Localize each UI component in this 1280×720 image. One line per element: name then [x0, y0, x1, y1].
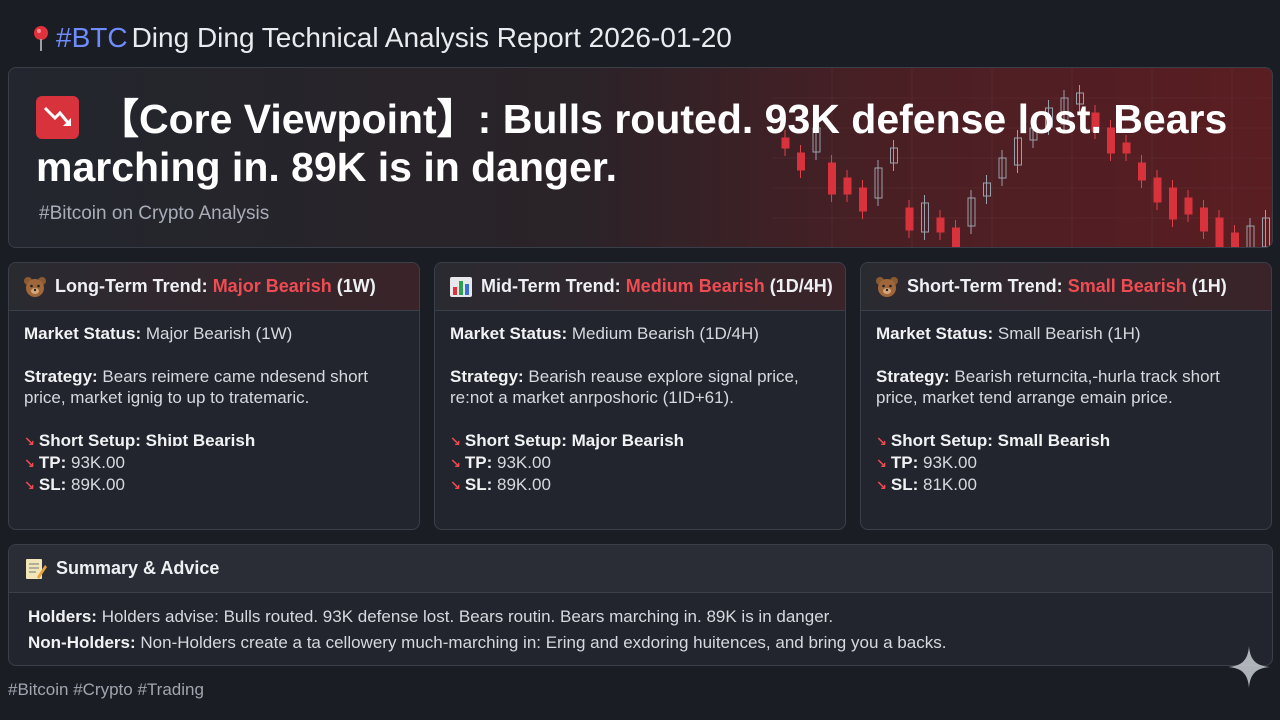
setup-block: ↘ Short Setup: Shiɒt Bearish ↘ TP: 93K.00 … [24, 430, 404, 496]
short-setup: ↘ Short Setup: Small Bearish [876, 431, 1111, 450]
setup-block: ↘ Short Setup: Major Bearish ↘ TP: 93K.00 … [450, 430, 830, 496]
card-title-prefix: Short-Term Trend: [907, 276, 1063, 296]
candle-body [1153, 177, 1162, 203]
candle-body [967, 197, 976, 227]
candle-body [1091, 112, 1100, 132]
card-title-prefix: Mid-Term Trend: [481, 276, 621, 296]
market-status: Market Status: Small Bearish (1H) [876, 324, 1141, 343]
down-right-arrow-icon: ↘ [876, 478, 887, 493]
mid-term-trend-card: Mid-Term Trend: Medium Bearish (1D/4H) M… [434, 262, 846, 530]
core-statement: : Bulls routed. 93K defense lost. Bears … [36, 96, 1228, 190]
candle-body [952, 227, 960, 247]
candle-body [1200, 207, 1208, 232]
core-bracket-close: 】 [436, 96, 478, 142]
market-status: Market Status: Medium Bearish (1D/4H) [450, 324, 759, 343]
take-profit: ↘ TP: 93K.00 [876, 453, 977, 472]
strategy: Strategy: Bearish returncita,-hurla trac… [876, 367, 1220, 407]
chart-decreasing-icon [36, 96, 79, 139]
candle-body [843, 177, 852, 195]
short-setup: ↘ Short Setup: Shiɒt Bearish [24, 431, 256, 450]
down-right-arrow-icon: ↘ [24, 478, 35, 493]
candle-body [1060, 97, 1069, 125]
strategy: Strategy: Bears reimere came ndesend sho… [24, 367, 368, 407]
candle-body [1107, 127, 1115, 154]
candle-body [1246, 225, 1255, 247]
card-header: Mid-Term Trend: Medium Bearish (1D/4H) [435, 263, 845, 311]
holders-advice: Holders: Holders advise: Bulls routed. 9… [28, 607, 834, 626]
candle-body [828, 162, 836, 195]
take-profit: ↘ TP: 93K.00 [450, 453, 551, 472]
candle-body [812, 127, 821, 153]
core-label: Core Viewpoint [139, 96, 437, 142]
footer-hashtags[interactable]: #Bitcoin #Crypto #Trading [8, 680, 204, 699]
down-right-arrow-icon: ↘ [876, 434, 887, 449]
candle-body [1262, 217, 1270, 247]
stop-loss: ↘ SL: 81K.00 [876, 475, 977, 494]
candle-body [1215, 217, 1224, 247]
candle-body [998, 157, 1007, 179]
candle-body [1014, 137, 1022, 166]
down-right-arrow-icon: ↘ [876, 456, 887, 471]
candlestick-background [772, 68, 1272, 247]
core-headline: 【Core Viewpoint】: Bulls routed. 93K defe… [36, 95, 1236, 191]
pin-icon [34, 26, 48, 51]
core-subtitle: #Bitcoin on Crypto Analysis [39, 203, 270, 224]
long-term-trend-card: Long-Term Trend: Major Bearish (1W) Mark… [8, 262, 420, 530]
card-title-trend: Major Bearish [212, 276, 332, 296]
candle-body [859, 187, 867, 212]
core-bracket-open: 【 [98, 96, 139, 142]
summary-panel: Summary & Advice Holders: Holders advise… [8, 544, 1273, 666]
candle-body [874, 167, 883, 199]
down-right-arrow-icon: ↘ [24, 434, 35, 449]
candle-body [890, 147, 898, 164]
take-profit: ↘ TP: 93K.00 [24, 453, 125, 472]
candle-body [921, 202, 929, 233]
card-header: Short-Term Trend: Small Bearish (1H) [861, 263, 1271, 311]
candle-body [1138, 162, 1146, 181]
card-title-suffix: (1W) [336, 276, 376, 296]
summary-title: Summary & Advice [56, 558, 220, 578]
stop-loss: ↘ SL: 89K.00 [24, 475, 125, 494]
candle-body [905, 207, 914, 231]
bear-icon [876, 276, 898, 297]
down-right-arrow-icon: ↘ [450, 434, 461, 449]
strategy: Strategy: Bearish reause explore signal … [450, 367, 799, 407]
candle-body [797, 152, 805, 171]
short-setup: ↘ Short Setup: Major Bearish [450, 431, 685, 450]
title-hashtag[interactable]: #BTC [56, 22, 128, 53]
down-right-arrow-icon: ↘ [450, 478, 461, 493]
page-title: #BTC Ding Ding Technical Analysis Report… [30, 22, 732, 54]
candle-body [983, 182, 991, 197]
candle-body [1169, 187, 1177, 220]
down-right-arrow-icon: ↘ [450, 456, 461, 471]
bar-chart-icon [450, 276, 472, 297]
card-header: Long-Term Trend: Major Bearish (1W) [9, 263, 419, 311]
candle-body [1029, 127, 1038, 141]
title-text: Ding Ding Technical Analysis Report 2026… [131, 22, 732, 53]
market-status: Market Status: Major Bearish (1W) [24, 324, 293, 343]
candle-body [781, 137, 790, 149]
candle-body [1045, 107, 1053, 128]
sparkle-icon [1228, 646, 1270, 688]
card-title-suffix: (1D/4H) [769, 276, 833, 296]
card-title-prefix: Long-Term Trend: [55, 276, 208, 296]
candle-body [1231, 232, 1239, 247]
memo-icon [26, 558, 47, 579]
summary-header: Summary & Advice [9, 545, 1272, 593]
bear-icon [24, 276, 46, 297]
stop-loss: ↘ SL: 89K.00 [450, 475, 551, 494]
short-term-trend-card: Short-Term Trend: Small Bearish (1H) Mar… [860, 262, 1272, 530]
card-title-trend: Medium Bearish [625, 276, 765, 296]
candle-body [1122, 142, 1131, 154]
core-viewpoint-banner: 【Core Viewpoint】: Bulls routed. 93K defe… [8, 67, 1273, 248]
card-title-trend: Small Bearish [1067, 276, 1187, 296]
candle-body [936, 217, 945, 233]
candle-body [1184, 197, 1193, 215]
down-right-arrow-icon: ↘ [24, 456, 35, 471]
setup-block: ↘ Short Setup: Small Bearish ↘ TP: 93K.00 … [876, 430, 1256, 496]
candle-body [1076, 92, 1084, 105]
card-title-suffix: (1H) [1191, 276, 1227, 296]
non-holders-advice: Non-Holders: Non-Holders create a ta cel… [28, 633, 947, 652]
